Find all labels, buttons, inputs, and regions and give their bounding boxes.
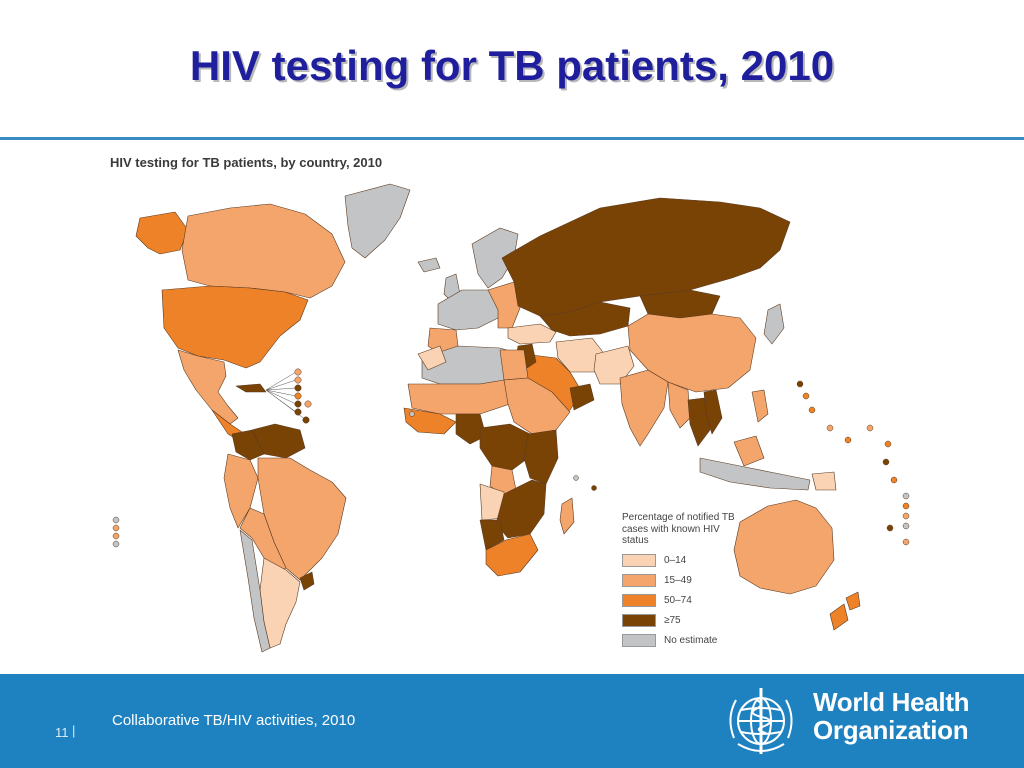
map-legend: Percentage of notified TB cases with kno…: [622, 512, 752, 653]
region-thailand: [687, 397, 711, 447]
legend-item: 15–49: [622, 573, 752, 589]
region-central-africa: [479, 423, 531, 471]
left-islands: [112, 516, 120, 548]
region-new-zealand-north: [845, 591, 861, 611]
region-japan: [763, 303, 785, 345]
legend-item: 0–14: [622, 553, 752, 569]
region-chile: [239, 529, 271, 653]
region-east-africa: [523, 429, 559, 485]
region-canada: [181, 203, 346, 299]
who-emblem-icon: [729, 688, 793, 754]
region-philippines: [751, 389, 769, 423]
region-usa: [161, 285, 309, 369]
footer-bar: [0, 674, 1024, 768]
region-turkey: [507, 323, 557, 345]
region-mexico: [177, 349, 239, 425]
legend-title: Percentage of notified TB cases with kno…: [622, 512, 735, 546]
who-logo-text: World Health Organization: [813, 687, 970, 745]
region-iceland: [417, 257, 441, 273]
region-west-coast: [403, 407, 457, 435]
region-myanmar: [667, 381, 691, 429]
region-greenland: [344, 183, 411, 259]
legend-item: ≥75: [622, 613, 752, 629]
legend-item: No estimate: [622, 633, 752, 649]
legend-swatch: [622, 634, 656, 647]
ocean-islands: [409, 411, 597, 491]
legend-item: 50–74: [622, 593, 752, 609]
legend-label: 15–49: [664, 575, 692, 586]
region-sahel: [407, 379, 511, 415]
who-line-2: Organization: [813, 715, 969, 745]
region-oman-yemen: [569, 383, 595, 411]
legend-label: ≥75: [664, 615, 681, 626]
legend-label: 50–74: [664, 595, 692, 606]
region-alaska: [135, 211, 189, 255]
region-india: [619, 369, 669, 447]
pacific-islands: [796, 380, 910, 546]
region-morocco: [417, 345, 447, 371]
region-colombia-peru: [223, 453, 259, 529]
footer-separator: |: [72, 723, 76, 738]
region-indonesia: [699, 457, 811, 491]
region-cuba: [235, 383, 267, 393]
region-madagascar: [559, 497, 575, 535]
region-pakistan: [593, 345, 635, 385]
slide-number: 11: [55, 725, 69, 740]
legend-label: No estimate: [664, 635, 718, 646]
region-new-zealand: [829, 603, 849, 631]
who-line-1: World Health: [813, 687, 970, 717]
slide-title: HIV testing for TB patients, 2010: [189, 42, 835, 89]
region-south-africa: [485, 533, 539, 577]
footer-text: Collaborative TB/HIV activities, 2010: [112, 712, 356, 729]
region-australia: [733, 499, 835, 595]
map-subtitle: HIV testing for TB patients, by country,…: [110, 155, 383, 170]
legend-swatch: [622, 594, 656, 607]
region-png: [811, 471, 837, 491]
world-map: [112, 183, 910, 653]
legend-label: 0–14: [664, 555, 687, 566]
caribbean-callouts: [265, 371, 307, 421]
region-venezuela: [231, 429, 265, 461]
legend-swatch: [622, 554, 656, 567]
legend-swatch: [622, 574, 656, 587]
region-borneo: [733, 435, 765, 467]
caribbean-islands: [294, 368, 312, 424]
legend-swatch: [622, 614, 656, 627]
region-egypt: [499, 349, 529, 381]
region-vietnam: [703, 389, 723, 435]
region-namibia: [479, 519, 505, 551]
region-nigeria: [455, 413, 487, 445]
title-divider: [0, 137, 1024, 140]
region-russia: [501, 197, 791, 317]
region-uruguay: [299, 571, 315, 591]
